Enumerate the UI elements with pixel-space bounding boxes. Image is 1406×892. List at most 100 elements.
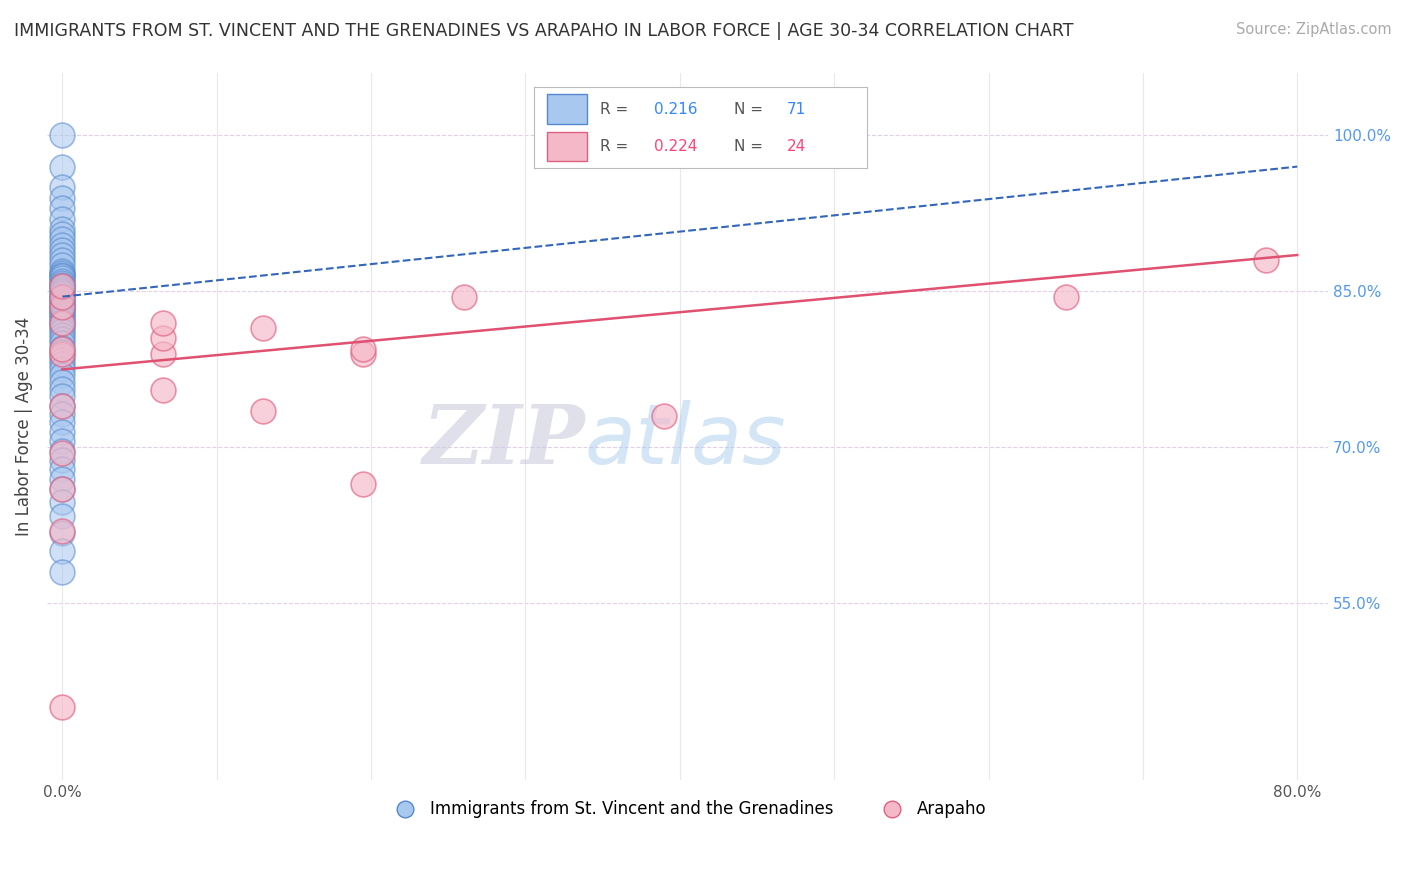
Point [51, 232, 73, 246]
Point [51, 389, 73, 403]
Point [51, 222, 73, 236]
Point [51, 357, 73, 371]
Point [51, 399, 73, 413]
Point [51, 180, 73, 194]
Point [51, 318, 73, 332]
Point [51, 509, 73, 524]
Point [51, 291, 73, 305]
Point [51, 313, 73, 327]
Point [51, 425, 73, 439]
Point [51, 453, 73, 467]
Point [152, 347, 174, 361]
Point [51, 382, 73, 396]
Point [51, 482, 73, 496]
Point [51, 324, 73, 338]
Point [252, 321, 274, 335]
Point [51, 347, 73, 361]
Point [51, 280, 73, 294]
Point [152, 316, 174, 330]
Text: atlas: atlas [585, 401, 786, 482]
Point [152, 331, 174, 345]
Point [51, 248, 73, 262]
Point [51, 344, 73, 359]
Point [51, 342, 73, 356]
Point [51, 301, 73, 315]
Point [51, 293, 73, 307]
Text: IMMIGRANTS FROM ST. VINCENT AND THE GRENADINES VS ARAPAHO IN LABOR FORCE | AGE 3: IMMIGRANTS FROM ST. VINCENT AND THE GREN… [14, 22, 1074, 40]
Point [51, 316, 73, 330]
Point [51, 303, 73, 318]
Point [51, 353, 73, 368]
Point [51, 274, 73, 288]
Point [51, 288, 73, 302]
Point [51, 278, 73, 293]
Point [51, 321, 73, 335]
Point [51, 237, 73, 252]
Point [51, 259, 73, 273]
Point [51, 525, 73, 540]
Point [51, 524, 73, 538]
Point [51, 341, 73, 355]
Point [51, 279, 73, 293]
Point [51, 462, 73, 476]
Point [51, 211, 73, 226]
Point [51, 336, 73, 351]
Point [51, 191, 73, 205]
Point [51, 566, 73, 580]
Point [51, 311, 73, 326]
Y-axis label: In Labor Force | Age 30-34: In Labor Force | Age 30-34 [15, 317, 32, 536]
Point [51, 276, 73, 290]
Point [51, 472, 73, 486]
Point [453, 290, 475, 304]
Point [51, 307, 73, 321]
Point [51, 290, 73, 304]
Point [51, 160, 73, 174]
Point [51, 700, 73, 714]
Point [51, 434, 73, 449]
Point [654, 409, 676, 424]
Point [51, 266, 73, 280]
Text: Source: ZipAtlas.com: Source: ZipAtlas.com [1236, 22, 1392, 37]
Point [51, 328, 73, 343]
Point [51, 294, 73, 309]
Point [51, 399, 73, 413]
Point [352, 347, 374, 361]
Point [352, 476, 374, 491]
Point [51, 368, 73, 382]
Point [51, 268, 73, 282]
Point [51, 263, 73, 277]
Point [51, 253, 73, 268]
Point [51, 299, 73, 313]
Point [51, 310, 73, 324]
Point [51, 349, 73, 363]
Point [51, 445, 73, 459]
Point [51, 201, 73, 215]
Point [252, 404, 274, 418]
Point [51, 362, 73, 376]
Point [51, 407, 73, 421]
Point [51, 128, 73, 143]
Point [51, 271, 73, 285]
Point [51, 300, 73, 314]
Point [51, 375, 73, 389]
Point [51, 544, 73, 558]
Legend: Immigrants from St. Vincent and the Grenadines, Arapaho: Immigrants from St. Vincent and the Gren… [382, 794, 993, 825]
Text: ZIP: ZIP [422, 401, 585, 481]
Point [1256, 253, 1278, 268]
Point [51, 282, 73, 296]
Point [1054, 290, 1077, 304]
Point [51, 285, 73, 299]
Point [51, 443, 73, 458]
Point [51, 416, 73, 430]
Point [51, 332, 73, 346]
Point [51, 305, 73, 319]
Point [51, 316, 73, 330]
Point [51, 243, 73, 257]
Point [352, 342, 374, 356]
Point [51, 227, 73, 242]
Point [152, 383, 174, 397]
Point [51, 482, 73, 496]
Point [51, 297, 73, 311]
Point [51, 286, 73, 301]
Point [51, 494, 73, 508]
